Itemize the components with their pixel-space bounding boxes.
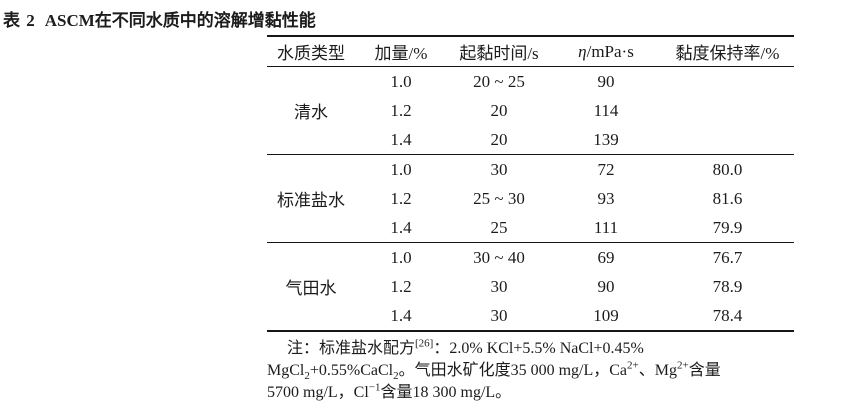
table-cell: 139 <box>593 129 619 149</box>
footnote-text: 注：标准盐水配方 <box>287 340 416 357</box>
footnote-line: 注：标准盐水配方[26]：2.0% KCl+5.5% NaCl+0.45% <box>267 338 794 360</box>
footnote-text: ：2.0% KCl+5.5% NaCl+0.45% <box>433 340 644 357</box>
table-row: 1.4 20 139 <box>267 125 794 155</box>
table-cell: 30 <box>490 305 508 325</box>
table-row: 清水 1.0 20 ~ 25 90 <box>267 67 794 123</box>
table-header: 水质类型 加量/% 起黏时间/s η/mPa·s 黏度保持率/% <box>267 36 794 67</box>
footnote-sup: 2+ <box>677 359 689 372</box>
footnote-sub: 2 <box>304 370 310 383</box>
footnote-text: 5700 mg/L，Cl <box>267 384 369 401</box>
water-type-cell: 气田水 <box>285 279 337 298</box>
table-cell: 30 <box>490 159 508 179</box>
table-cell: 1.2 <box>390 276 412 296</box>
table-cell: 30 <box>490 276 508 296</box>
water-type-group: 标准盐水 1.0 30 72 80.0 1.2 25 ~ 30 93 81.6 1.4 25 111 7… <box>267 155 794 243</box>
table-caption: 表 2 ASCM在不同水质中的溶解增黏性能 <box>3 6 316 31</box>
water-type-cell: 标准盐水 <box>277 191 345 210</box>
table-cell: 1.0 <box>390 71 412 91</box>
table-cell <box>661 67 794 97</box>
table-row: 1.4 25 111 79.9 <box>267 213 794 243</box>
table-cell: 20 ~ 25 <box>473 71 525 91</box>
table-cell: 93 <box>597 188 615 208</box>
table-cell: 1.2 <box>390 188 412 208</box>
table-cell: 25 ~ 30 <box>473 188 525 208</box>
footnote-text: 。气田水矿化度35 000 mg/L，Ca <box>398 362 628 379</box>
table-cell: 1.2 <box>390 100 412 120</box>
footnote-sup: [26] <box>415 337 434 350</box>
column-header: 起黏时间/s <box>459 44 539 63</box>
column-header: 加量/% <box>374 44 428 63</box>
table-cell: 1.0 <box>390 247 412 267</box>
table-cell: 90 <box>597 71 615 91</box>
column-header: 黏度保持率/% <box>675 44 780 63</box>
table-cell: 1.4 <box>390 305 412 325</box>
table-cell: 76.7 <box>712 247 743 267</box>
table-row: 1.2 30 90 78.9 <box>267 272 794 301</box>
footnote-text: 含量18 300 mg/L。 <box>380 384 512 401</box>
water-type-group: 清水 1.0 20 ~ 25 90 1.2 20 114 1.4 20 139 <box>267 67 794 155</box>
table-cell <box>661 96 794 125</box>
table-cell: 80.0 <box>712 159 743 179</box>
header-row: 水质类型 加量/% 起黏时间/s η/mPa·s 黏度保持率/% <box>267 36 794 67</box>
table-row: 1.2 20 114 <box>267 96 794 125</box>
table-cell: 20 <box>490 129 508 149</box>
table-cell: 1.4 <box>390 217 412 237</box>
table-caption-text: ASCM在不同水质中的溶解增黏性能 <box>44 11 316 30</box>
water-type-group: 气田水 1.0 30 ~ 40 69 76.7 1.2 30 90 78.9 1.4 30 109 78… <box>267 243 794 332</box>
table-row: 1.2 25 ~ 30 93 81.6 <box>267 184 794 213</box>
performance-table: 水质类型 加量/% 起黏时间/s η/mPa·s 黏度保持率/% 清水 1.0 20 ~ 2… <box>267 35 794 332</box>
table-cell <box>661 125 794 155</box>
footnote-sub: 2 <box>393 370 399 383</box>
footnote-text: 、Mg <box>638 362 677 379</box>
column-header: 水质类型 <box>277 44 345 63</box>
table-cell: 30 ~ 40 <box>473 247 525 267</box>
table-caption-number: 表 2 <box>3 11 36 30</box>
footnote-text: +0.55%CaCl <box>309 362 394 379</box>
table-cell: 79.9 <box>712 217 743 237</box>
table-cell: 72 <box>597 159 615 179</box>
table-cell: 69 <box>597 247 615 267</box>
table-container: 水质类型 加量/% 起黏时间/s η/mPa·s 黏度保持率/% 清水 1.0 20 ~ 2… <box>267 35 794 404</box>
footnote-text: 含量 <box>688 362 721 379</box>
table-cell: 78.4 <box>712 305 743 325</box>
footnote-line: MgCl2+0.55%CaCl2。气田水矿化度35 000 mg/L，Ca2+、… <box>267 360 794 382</box>
table-cell: 111 <box>593 217 619 237</box>
footnote-line: 5700 mg/L，Cl−1含量18 300 mg/L。 <box>267 382 794 404</box>
table-cell: 81.6 <box>712 188 743 208</box>
footnote-sup: −1 <box>368 381 381 394</box>
table-cell: 78.9 <box>712 276 743 296</box>
table-cell: 1.4 <box>390 129 412 149</box>
footnote-sup: 2+ <box>627 359 639 372</box>
column-header: η/mPa·s <box>578 41 634 61</box>
table-cell: 25 <box>490 217 508 237</box>
water-type-cell: 清水 <box>294 103 328 122</box>
table-row: 标准盐水 1.0 30 72 80.0 <box>267 155 794 211</box>
table-cell: 20 <box>490 100 508 120</box>
table-cell: 1.0 <box>390 159 412 179</box>
table-footnote: 注：标准盐水配方[26]：2.0% KCl+5.5% NaCl+0.45% MgC… <box>267 338 794 404</box>
table-cell: 109 <box>593 305 619 325</box>
footnote-text: MgCl <box>267 362 305 379</box>
table-cell: 114 <box>593 100 619 120</box>
table-row: 气田水 1.0 30 ~ 40 69 76.7 <box>267 243 794 299</box>
table-row: 1.4 30 109 78.4 <box>267 301 794 331</box>
table-cell: 90 <box>597 276 615 296</box>
